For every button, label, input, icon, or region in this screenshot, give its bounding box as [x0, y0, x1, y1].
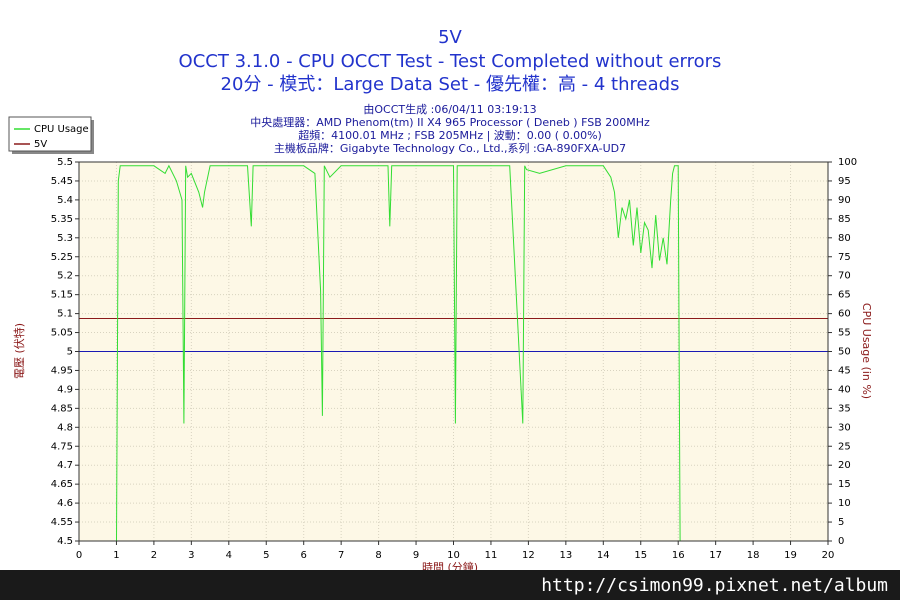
y-tick-label: 5.15 [51, 290, 73, 301]
y2-tick-label: 5 [838, 517, 844, 528]
x-tick-label: 2 [151, 550, 157, 561]
x-tick-label: 18 [747, 550, 760, 561]
y-tick-label: 4.75 [51, 441, 73, 452]
y2-tick-label: 95 [838, 176, 851, 187]
y-tick-label: 4.8 [57, 422, 73, 433]
x-tick-label: 19 [784, 550, 797, 561]
watermark-bar [0, 570, 900, 600]
y2-tick-label: 0 [838, 536, 844, 547]
series-line [116, 164, 681, 542]
y2-tick-label: 35 [838, 403, 851, 414]
x-tick-label: 15 [634, 550, 647, 561]
watermark: http://csimon99.pixnet.net/album [541, 575, 888, 596]
x-tick-label: 0 [76, 550, 82, 561]
y2-tick-label: 15 [838, 479, 851, 490]
y-tick-label: 5.2 [57, 271, 73, 282]
y-tick-label: 4.5 [57, 536, 73, 547]
chart-title-line: OCCT 3.1.0 - CPU OCCT Test - Test Comple… [179, 51, 722, 72]
x-tick-label: 12 [522, 550, 535, 561]
y-tick-label: 4.95 [51, 365, 73, 376]
x-tick-label: 10 [447, 550, 460, 561]
y-tick-label: 5.3 [57, 233, 73, 244]
y2-tick-label: 65 [838, 290, 851, 301]
y2-tick-label: 70 [838, 271, 851, 282]
subtitle-line: 超頻：4100.01 MHz ; FSB 205MHz | 波動：0.00 ( … [298, 128, 602, 142]
y2-tick-label: 75 [838, 252, 851, 263]
y2-tick-label: 90 [838, 195, 851, 206]
subtitle-line: 中央處理器：AMD Phenom(tm) II X4 965 Processor… [250, 115, 650, 129]
x-tick-label: 17 [709, 550, 722, 561]
y-tick-label: 4.85 [51, 403, 73, 414]
x-tick-label: 8 [375, 550, 381, 561]
x-tick-label: 14 [597, 550, 610, 561]
y-tick-label: 5.25 [51, 252, 73, 263]
x-tick-label: 1 [113, 550, 119, 561]
y2-tick-label: 10 [838, 498, 851, 509]
x-tick-label: 9 [413, 550, 419, 561]
y-tick-label: 5.5 [57, 157, 73, 168]
y-tick-label: 5.45 [51, 176, 73, 187]
x-tick-label: 13 [559, 550, 572, 561]
legend [8, 116, 92, 152]
y-tick-label: 5.35 [51, 214, 73, 225]
x-tick-label: 11 [485, 550, 498, 561]
subtitle-line: 由OCCT生成 :06/04/11 03:19:13 [363, 102, 536, 116]
y-tick-label: 4.6 [57, 498, 73, 509]
chart-title: 5V [438, 27, 462, 48]
y2-tick-label: 25 [838, 441, 851, 452]
y-tick-label: 5 [67, 347, 73, 358]
y2-axis-label: CPU Usage (in %) [860, 303, 873, 399]
y-tick-label: 4.55 [51, 517, 73, 528]
y-tick-label: 4.9 [57, 384, 73, 395]
y2-tick-label: 40 [838, 384, 851, 395]
y-tick-label: 5.1 [57, 309, 73, 320]
y2-tick-label: 30 [838, 422, 851, 433]
chart-title-line: 20分 - 模式：Large Data Set - 優先權：高 - 4 thre… [221, 74, 680, 95]
x-tick-label: 4 [226, 550, 232, 561]
x-tick-label: 16 [672, 550, 685, 561]
x-tick-label: 6 [301, 550, 307, 561]
x-tick-label: 3 [188, 550, 194, 561]
legend-label: 5V [34, 139, 47, 150]
y2-tick-label: 20 [838, 460, 851, 471]
y2-tick-label: 100 [838, 157, 857, 168]
y-tick-label: 4.65 [51, 479, 73, 490]
y-tick-label: 4.7 [57, 460, 73, 471]
x-tick-label: 5 [263, 550, 269, 561]
y-axis-label: 電壓 (伏特) [12, 323, 26, 379]
y2-tick-label: 60 [838, 309, 851, 320]
legend-label: CPU Usage [34, 124, 89, 135]
y-tick-label: 5.05 [51, 328, 73, 339]
y2-tick-label: 80 [838, 233, 851, 244]
y2-tick-label: 55 [838, 328, 851, 339]
x-tick-label: 7 [338, 550, 344, 561]
subtitle-line: 主機板品牌：Gigabyte Technology Co., Ltd.,系列 :… [274, 141, 626, 155]
x-tick-label: 20 [822, 550, 835, 561]
y2-tick-label: 45 [838, 365, 851, 376]
y2-tick-label: 50 [838, 347, 851, 358]
y-tick-label: 5.4 [57, 195, 73, 206]
y2-tick-label: 85 [838, 214, 851, 225]
